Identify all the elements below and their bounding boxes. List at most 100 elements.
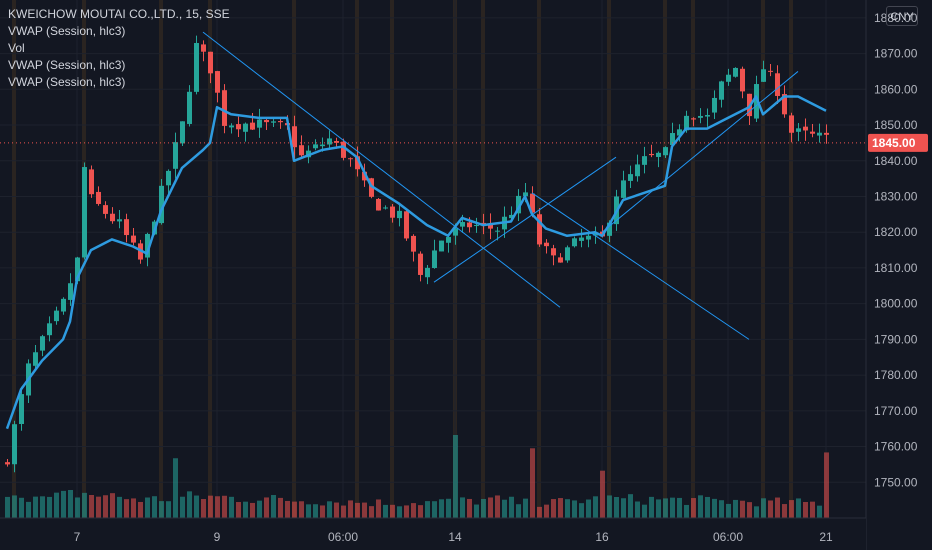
volume-bar	[607, 495, 612, 518]
price-tick-label: 1800.00	[874, 297, 918, 311]
session-band	[761, 0, 765, 518]
candle-body	[166, 170, 171, 186]
currency-button[interactable]: CNY	[886, 6, 918, 26]
volume-bar	[229, 496, 234, 518]
volume-bar	[306, 504, 311, 518]
candle-body	[75, 257, 80, 282]
volume-bar	[194, 495, 199, 518]
price-tick-label: 1870.00	[874, 47, 918, 61]
volume-bar	[215, 496, 220, 518]
volume-bar	[495, 495, 500, 518]
candle-body	[145, 233, 150, 258]
trend-line	[433, 156, 617, 283]
volume-bar	[355, 502, 360, 518]
candle-body	[89, 169, 94, 195]
indicator-vwap-2[interactable]: VWAP (Session, hlc3)	[8, 58, 126, 72]
volume-bar	[222, 495, 227, 518]
volume-bar	[656, 499, 661, 518]
candle-body	[761, 69, 766, 82]
candle-body	[320, 144, 325, 147]
volume-bar	[82, 492, 87, 518]
session-band	[355, 0, 359, 518]
candle-body	[670, 133, 675, 146]
candle-body	[803, 126, 808, 131]
volume-bar	[488, 497, 493, 518]
volume-bar	[586, 499, 591, 518]
indicator-vwap-3[interactable]: VWAP (Session, hlc3)	[8, 75, 126, 89]
candle-body	[516, 195, 521, 214]
candle-body	[481, 222, 486, 224]
session-band	[292, 0, 296, 518]
indicator-vol[interactable]: Vol	[8, 41, 25, 55]
volume-bar	[292, 501, 297, 518]
price-tick-label: 1850.00	[874, 118, 918, 132]
volume-bar	[201, 499, 206, 518]
candle-body	[530, 193, 535, 213]
candle-body	[243, 123, 248, 132]
volume-bar	[131, 498, 136, 518]
volume-bar	[698, 495, 703, 518]
candle-body	[796, 128, 801, 132]
volume-bar	[390, 504, 395, 518]
volume-bar	[754, 506, 759, 518]
candle-body	[740, 68, 745, 92]
volume-bar	[397, 506, 402, 518]
candle-body	[341, 141, 346, 158]
candle-body	[768, 70, 773, 72]
candle-body	[180, 121, 185, 144]
volume-bar	[145, 497, 150, 518]
candle-body	[572, 238, 577, 247]
candle-body	[628, 174, 633, 181]
candle-body	[411, 235, 416, 252]
volume-bar	[467, 498, 472, 518]
volume-bar	[628, 494, 633, 518]
candle-body	[47, 323, 52, 336]
time-tick-label: 7	[74, 530, 81, 544]
volume-bar	[565, 499, 570, 518]
volume-bar	[796, 498, 801, 518]
price-tick-label: 1770.00	[874, 404, 918, 418]
candle-body	[782, 94, 787, 115]
candle-body	[117, 219, 122, 222]
candle-body	[355, 156, 360, 170]
candle-body	[194, 42, 199, 92]
volume-bar	[369, 506, 374, 518]
candle-body	[131, 235, 136, 243]
volume-bar	[733, 499, 738, 518]
candle-body	[19, 394, 24, 424]
candle-body	[733, 67, 738, 77]
volume-bar	[558, 498, 563, 518]
volume-bar	[810, 501, 815, 518]
candle-body	[558, 257, 563, 263]
candle-body	[40, 336, 45, 351]
volume-bar	[264, 497, 269, 518]
volume-bar	[138, 501, 143, 518]
price-tick-label: 1860.00	[874, 82, 918, 96]
candle-body	[579, 237, 584, 241]
candle-body	[278, 121, 283, 123]
candle-body	[656, 152, 661, 157]
price-tick-label: 1750.00	[874, 475, 918, 489]
indicator-vwap-1[interactable]: VWAP (Session, hlc3)	[8, 24, 126, 38]
session-band	[537, 0, 541, 518]
volume-bar	[537, 506, 542, 518]
volume-bar	[250, 502, 255, 518]
volume-bar	[691, 498, 696, 518]
candle-body	[208, 51, 213, 74]
volume-bars	[5, 435, 829, 518]
session-band	[12, 0, 16, 518]
volume-bar	[446, 498, 451, 518]
candle-body	[467, 222, 472, 228]
candle-body	[446, 237, 451, 243]
volume-bar	[551, 499, 556, 518]
volume-bar	[47, 496, 52, 518]
volume-bar	[75, 497, 80, 518]
candle-body	[271, 121, 276, 123]
volume-bar	[26, 501, 31, 518]
time-tick-label: 16	[595, 530, 609, 544]
candle-body	[754, 84, 759, 119]
candle-body	[607, 222, 612, 236]
candle-body	[5, 462, 10, 465]
candle-body	[726, 74, 731, 82]
